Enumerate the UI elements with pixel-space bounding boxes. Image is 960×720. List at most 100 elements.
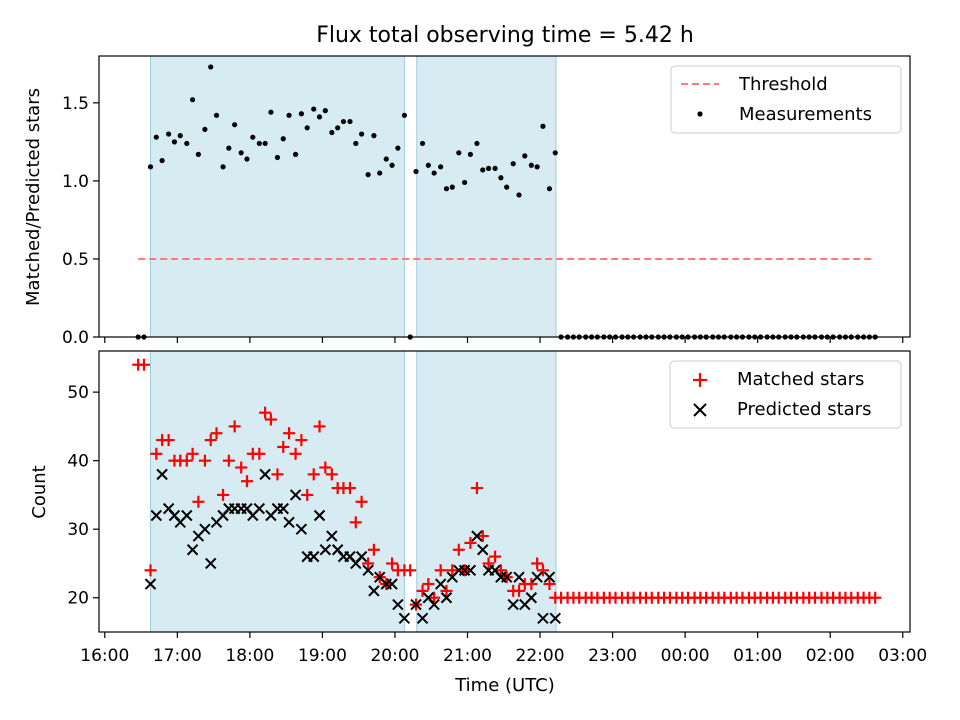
top-legend-box	[670, 65, 902, 134]
predicted-star-marker	[313, 509, 326, 522]
measurement-point	[213, 112, 220, 118]
measurement-point	[438, 164, 444, 170]
matched-star-marker	[180, 454, 193, 467]
bottom-x-ticks: 16:00 17:00 18:00 19:00 20:00 21:00 22:00 23:00…	[80, 632, 927, 666]
matched-star-marker	[264, 413, 277, 426]
measurement-point	[419, 140, 426, 147]
legend-measurements-swatch	[697, 111, 703, 117]
top-x-ticks	[104, 337, 904, 343]
matched-star-marker	[222, 454, 235, 467]
legend-matched-label: Matched stars	[737, 369, 864, 390]
matched-star-marker	[869, 591, 882, 604]
matched-star-marker	[271, 468, 284, 481]
bottom-axes-frame	[98, 350, 911, 633]
measurement-point	[516, 192, 522, 198]
predicted-star-marker	[205, 557, 217, 570]
measurement-point	[329, 129, 335, 136]
matched-star-marker	[367, 543, 380, 556]
observing-interval	[150, 350, 405, 633]
matched-star-marker	[349, 516, 362, 529]
predicted-star-marker	[144, 578, 157, 590]
matched-star-marker	[464, 536, 477, 549]
y-tick-label: 1.5	[62, 94, 89, 114]
y-tick-label: 30	[67, 520, 89, 540]
measurement-point	[552, 150, 558, 156]
measurement-point	[298, 111, 304, 117]
measurement-point	[365, 172, 371, 178]
measurement-point	[449, 184, 455, 190]
top-axes-frame	[98, 55, 911, 338]
measurement-point	[371, 133, 377, 139]
matched-star-marker	[482, 557, 495, 570]
measurement-point	[147, 164, 154, 170]
matched-star-marker	[362, 557, 375, 570]
legend-measurements-label: Measurements	[739, 104, 872, 125]
x-tick-label: 19:00	[298, 646, 347, 666]
matched-star-marker	[313, 420, 326, 433]
y-tick-label: 40	[67, 452, 89, 472]
measurement-point	[232, 122, 238, 128]
measurement-point	[485, 165, 492, 171]
predicted-star-marker	[500, 571, 513, 583]
predicted-star-marker	[186, 544, 199, 556]
bottom-legend: Matched stars Predicted stars	[669, 360, 902, 429]
measurement-points	[135, 64, 878, 340]
measurement-point	[474, 140, 480, 147]
y-tick-label: 50	[67, 383, 89, 403]
predicted-star-marker	[549, 612, 561, 624]
measurement-point	[226, 145, 232, 151]
matched-star-marker	[525, 578, 538, 591]
observing-interval	[416, 350, 557, 633]
x-tick-label: 16:00	[80, 646, 129, 666]
predicted-star-marker	[464, 564, 477, 577]
predicted-star-marker	[295, 523, 308, 535]
measurement-point	[177, 133, 183, 139]
y-tick-label: 1.0	[62, 172, 89, 192]
measurement-point	[220, 164, 226, 170]
measurement-point	[322, 108, 328, 114]
top-shaded-intervals	[150, 55, 557, 338]
matched-star-marker	[204, 434, 217, 447]
measurement-point	[492, 165, 498, 171]
matched-star-marker	[198, 454, 211, 467]
measurement-point	[335, 125, 341, 131]
matched-star-marker	[301, 488, 314, 501]
matched-star-marker	[277, 440, 290, 453]
measurement-point	[456, 150, 462, 156]
measurement-point	[153, 134, 159, 140]
predicted-star-marker	[156, 468, 168, 481]
measurement-point	[311, 106, 317, 112]
bottom-shaded-intervals	[150, 350, 557, 633]
matched-star-marker	[217, 488, 230, 501]
x-tick-label: 01:00	[733, 646, 782, 666]
predicted-star-marker	[513, 571, 525, 583]
measurement-point	[286, 112, 292, 118]
measurement-point	[189, 97, 196, 103]
matched-star-marker	[240, 475, 253, 488]
matched-star-marker	[489, 550, 502, 563]
matched-star-marker	[536, 564, 549, 577]
matched-star-marker	[289, 447, 302, 460]
measurement-point	[431, 170, 437, 176]
matched-star-marker	[235, 461, 248, 474]
predicted-star-marker	[199, 523, 211, 535]
measurement-point	[238, 150, 244, 156]
predicted-star-marker	[440, 592, 453, 604]
measurement-point	[383, 156, 389, 162]
predicted-star-marker	[283, 516, 295, 529]
matched-star-marker	[228, 420, 241, 433]
matched-star-marker	[186, 447, 199, 460]
predicted-star-marker	[537, 612, 549, 624]
matched-star-marker	[192, 495, 205, 508]
measurement-point	[480, 167, 486, 173]
matched-star-marker	[543, 578, 556, 591]
matched-star-marker	[319, 461, 332, 474]
measurement-point	[522, 153, 528, 159]
predicted-star-marker	[531, 571, 543, 583]
measurement-point	[395, 145, 401, 151]
measurement-point	[268, 109, 274, 115]
measurement-point	[389, 162, 395, 168]
matched-star-marker	[295, 434, 308, 447]
measurement-point	[510, 161, 516, 167]
